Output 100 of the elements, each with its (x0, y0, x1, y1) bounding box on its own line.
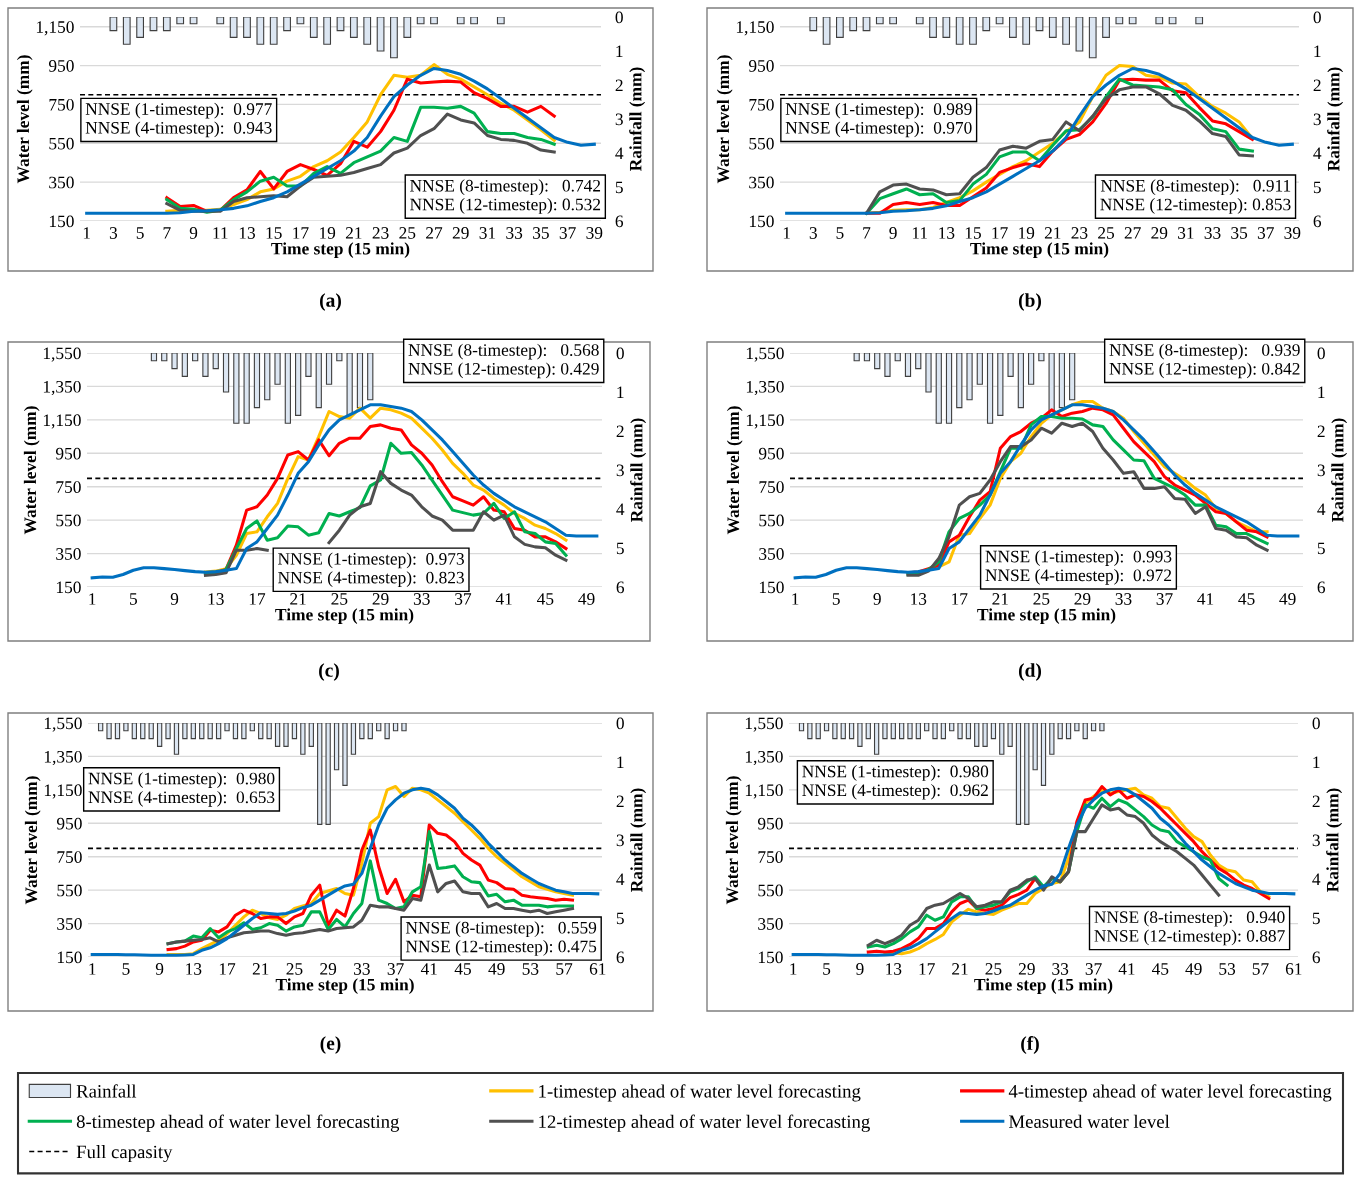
x-tick-label: 35 (1231, 227, 1248, 239)
y2-tick-label: 3 (1312, 834, 1320, 847)
x-tick-label: 21 (290, 593, 306, 605)
x-tick-label: 57 (556, 963, 573, 975)
y-tick-label: 1,150 (44, 784, 82, 799)
y-tick-label: 1,550 (44, 717, 82, 732)
y2-tick-label: 0 (616, 347, 624, 360)
y-tick-label: 1,550 (43, 347, 81, 362)
y-tick-label: 350 (749, 176, 774, 189)
bar (1049, 723, 1055, 755)
y-tick-label: 350 (759, 548, 784, 560)
bar (171, 353, 178, 370)
bar (300, 723, 306, 755)
y2-tick-label: 4 (1317, 503, 1326, 516)
y-axis-title: Water level (mm) (725, 776, 742, 905)
bar (865, 723, 871, 740)
bar (264, 353, 271, 401)
bar (848, 723, 855, 740)
bar (97, 723, 104, 732)
bar (1069, 353, 1076, 401)
x-tick-label: 1 (89, 593, 96, 605)
x-axis-title: Time step (15 min) (970, 242, 1109, 259)
bar (815, 723, 821, 740)
y2-tick-label: 4 (615, 147, 624, 160)
y-tick-label: 1,550 (746, 347, 784, 362)
bar (215, 723, 222, 740)
bar (232, 723, 239, 740)
line-series (785, 66, 1294, 215)
x-tick-label: 3 (809, 227, 817, 239)
annotation: NNSE (1-timestep): 0.980 NNSE (4-timestep): 0.962 (802, 765, 989, 800)
y2-tick-label: 1 (617, 756, 624, 769)
x-tick-label: 21 (992, 593, 1008, 605)
y-tick-label: 1,150 (36, 21, 74, 36)
bar (224, 723, 230, 732)
bar (140, 723, 146, 740)
x-tick-label: 15 (266, 227, 282, 239)
y2-tick-label: 1 (1313, 756, 1320, 769)
x-tick-label: 41 (420, 963, 437, 975)
bar (356, 353, 364, 409)
y-axis-title: Water level (mm) (16, 55, 33, 184)
annotation: NNSE (1-timestep): 0.977 NNSE (4-timestep): 0.943 (85, 102, 272, 138)
bar (942, 17, 951, 38)
bar (884, 353, 891, 377)
y-tick-label: 550 (57, 884, 82, 897)
bar (122, 17, 131, 45)
bar (199, 723, 205, 740)
x-axis-title: Time step (15 min) (275, 608, 414, 625)
bar (470, 17, 478, 25)
text: (a) (320, 293, 341, 311)
bar (249, 723, 255, 732)
bar (822, 17, 831, 45)
y2-tick-label: 2 (1312, 795, 1320, 808)
x-tick-label: 49 (578, 593, 595, 605)
annotation: NNSE (8-timestep): 0.939 NNSE (12-timestep): 0.842 (1109, 343, 1300, 379)
bar (836, 17, 844, 38)
x-tick-label: 5 (836, 227, 844, 239)
bar (1057, 723, 1063, 740)
bar (873, 723, 880, 755)
bar (966, 353, 973, 401)
y-axis-title: Water level (mm) (24, 776, 41, 905)
bar (1048, 17, 1057, 38)
annotation: NNSE (8-timestep): 0.742 NNSE (12-timestep): 0.532 (410, 179, 601, 214)
y2-tick-label: 2 (1313, 79, 1321, 92)
bar (955, 17, 964, 45)
x-tick-label: 13 (886, 963, 902, 975)
bar (940, 723, 947, 740)
text: (e) (320, 1036, 341, 1054)
bar (176, 17, 185, 25)
y2-tick-label: 5 (1317, 542, 1325, 555)
y2-axis-title: Rainfall (mm) (1331, 418, 1348, 523)
bar (309, 17, 318, 38)
x-tick-label: 29 (1018, 963, 1035, 975)
bar (349, 17, 358, 38)
x-tick-label: 49 (1279, 593, 1296, 605)
bar (367, 353, 374, 401)
x-tick-label: 7 (863, 227, 871, 239)
bar (862, 17, 871, 32)
y2-tick-label: 6 (1317, 581, 1326, 594)
bar (295, 353, 302, 416)
y-tick-label: 750 (759, 481, 784, 493)
bar (150, 353, 158, 362)
x-axis-title: Time step (15 min) (977, 608, 1116, 625)
y2-tick-label: 6 (1312, 951, 1321, 964)
bar (376, 17, 385, 52)
x-tick-label: 17 (919, 963, 935, 975)
legend-label: 8-timestep ahead of water level forecasting (76, 1114, 400, 1132)
y2-tick-label: 5 (1312, 912, 1320, 925)
x-tick-label: 27 (426, 227, 443, 239)
bar (956, 353, 963, 409)
x-tick-label: 17 (219, 963, 236, 975)
bar (924, 723, 930, 732)
y-tick-label: 550 (758, 884, 783, 897)
x-tick-label: 25 (286, 963, 303, 975)
y2-tick-label: 4 (616, 873, 625, 886)
x-tick-label: 41 (495, 593, 512, 605)
bar (315, 353, 322, 409)
y2-axis-title: Rainfall (mm) (1326, 788, 1343, 893)
bar (929, 17, 937, 38)
bar (1155, 17, 1164, 25)
x-tick-label: 45 (537, 593, 554, 605)
